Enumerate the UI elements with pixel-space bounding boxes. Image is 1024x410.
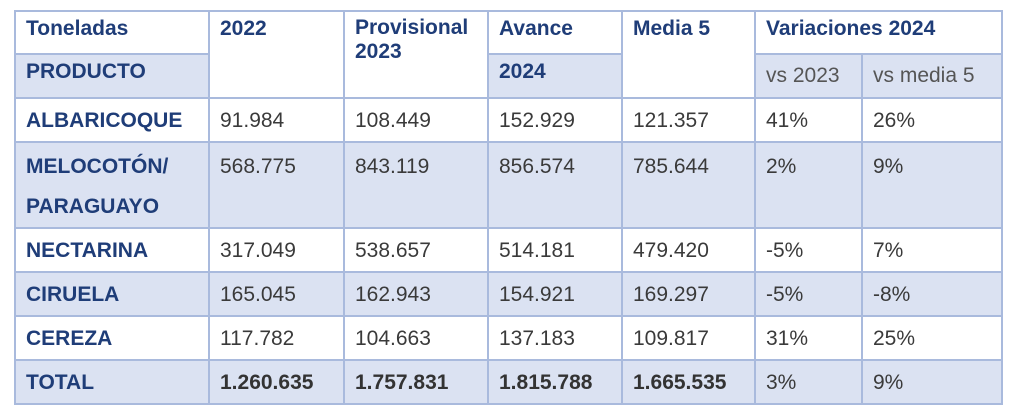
value-cell: 169.297	[621, 271, 756, 317]
value-cell: 1.260.635	[208, 359, 345, 405]
header-cell: Media 5	[621, 10, 756, 99]
value-cell: 2%	[754, 141, 863, 229]
value-cell: 108.449	[343, 97, 489, 143]
header-cell: vs media 5	[860, 53, 1004, 99]
table-row: CEREZA 117.782 104.663 137.183 109.817 31% 25%	[14, 315, 1004, 361]
value-cell: -5%	[754, 271, 863, 317]
table-row: NECTARINA 317.049 538.657 514.181 479.420 -5%…	[14, 227, 1004, 273]
header-cell: Provisional 2023	[343, 10, 489, 99]
value-cell: 1.665.535	[621, 359, 756, 405]
value-cell: 7%	[860, 227, 1004, 273]
value-cell: 152.929	[487, 97, 623, 143]
value-cell: -5%	[754, 227, 863, 273]
value-cell: 568.775	[208, 141, 345, 229]
value-cell: 785.644	[621, 141, 756, 229]
value-cell: 121.357	[621, 97, 756, 143]
value-cell: 162.943	[343, 271, 489, 317]
value-cell: 137.183	[487, 315, 623, 361]
value-cell: 3%	[754, 359, 863, 405]
header-cell: 2022	[208, 10, 345, 99]
value-cell: 109.817	[621, 315, 756, 361]
value-cell: 165.045	[208, 271, 345, 317]
value-cell: 1.757.831	[343, 359, 489, 405]
value-cell: 514.181	[487, 227, 623, 273]
value-cell: 317.049	[208, 227, 345, 273]
header-cell: PRODUCTO	[14, 53, 210, 99]
product-cell: CIRUELA	[14, 271, 210, 317]
product-cell: TOTAL	[14, 359, 210, 405]
value-cell: 856.574	[487, 141, 623, 229]
value-cell: 26%	[860, 97, 1004, 143]
value-cell: -8%	[860, 271, 1004, 317]
header-cell: Toneladas	[14, 10, 210, 55]
header-cell: 2024	[487, 53, 623, 99]
value-cell: 538.657	[343, 227, 489, 273]
table-row: MELOCOTÓN/ PARAGUAYO 568.775 843.119 856.57…	[14, 141, 1004, 229]
value-cell: 41%	[754, 97, 863, 143]
value-cell: 154.921	[487, 271, 623, 317]
header-row: PRODUCTO 2024 vs 2023 vs media 5	[14, 53, 1004, 99]
value-cell: 1.815.788	[487, 359, 623, 405]
value-cell: 25%	[860, 315, 1004, 361]
value-cell: 91.984	[208, 97, 345, 143]
value-cell: 9%	[860, 359, 1004, 405]
harvest-table: Toneladas 2022 Provisional 2023 Avance M…	[14, 10, 1004, 405]
value-cell: 104.663	[343, 315, 489, 361]
header-cell: Variaciones 2024	[753, 10, 1004, 55]
value-cell: 9%	[860, 141, 1004, 229]
value-cell: 117.782	[208, 315, 345, 361]
table-row: ALBARICOQUE 91.984 108.449 152.929 121.357 41…	[14, 97, 1004, 143]
product-cell: ALBARICOQUE	[14, 97, 210, 143]
value-cell: 31%	[754, 315, 863, 361]
value-cell: 843.119	[343, 141, 489, 229]
header-cell: vs 2023	[754, 53, 863, 99]
product-cell: NECTARINA	[14, 227, 210, 273]
header-row: Toneladas 2022 Provisional 2023 Avance M…	[14, 10, 1004, 99]
header-cell: Avance	[487, 10, 623, 55]
table-row: CIRUELA 165.045 162.943 154.921 169.297 -5% -8…	[14, 271, 1004, 317]
table-row: TOTAL 1.260.635 1.757.831 1.815.788 1.665.53…	[14, 359, 1004, 405]
value-cell: 479.420	[621, 227, 756, 273]
product-cell: MELOCOTÓN/ PARAGUAYO	[14, 141, 210, 229]
header-text: Provisional 2023	[355, 16, 469, 63]
product-cell: CEREZA	[14, 315, 210, 361]
